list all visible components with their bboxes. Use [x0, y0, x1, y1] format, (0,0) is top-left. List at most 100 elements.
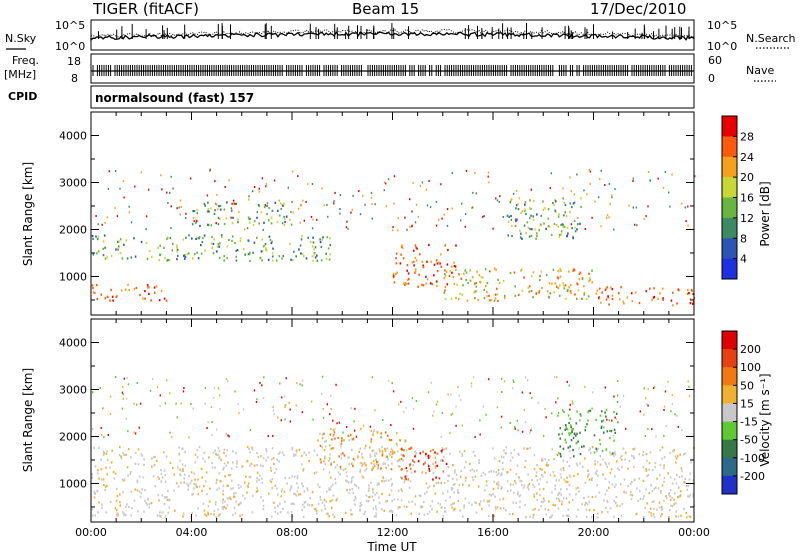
echo-cell: [141, 488, 143, 491]
echo-cell: [91, 284, 94, 287]
nsky-trace: [90, 23, 695, 42]
echo-cell: [301, 235, 303, 238]
echo-cell: [308, 460, 310, 463]
echo-cell: [212, 252, 215, 255]
echo-cell: [312, 245, 314, 248]
echo-cell: [436, 262, 439, 265]
echo-cell: [185, 236, 187, 239]
echo-cell: [244, 253, 246, 256]
echo-cell: [540, 224, 543, 227]
echo-cell: [372, 507, 375, 510]
echo-cell: [423, 513, 426, 516]
echo-cell: [527, 484, 529, 487]
echo-cell: [160, 289, 163, 293]
echo-cell: [591, 391, 594, 394]
echo-cell: [182, 468, 184, 471]
echo-cell: [543, 222, 545, 225]
echo-cell: [551, 514, 553, 517]
echo-cell: [142, 476, 145, 479]
freq-unit: [MHz]: [4, 68, 36, 81]
echo-cell: [230, 216, 232, 219]
echo-cell: [506, 471, 508, 474]
echo-cell: [279, 202, 282, 205]
echo-cell: [575, 442, 578, 445]
echo-cell: [190, 403, 192, 405]
echo-cell: [186, 482, 188, 485]
echo-cell: [299, 493, 302, 496]
echo-cell: [474, 475, 477, 478]
echo-cell: [315, 512, 318, 515]
echo-cell: [137, 448, 140, 451]
echo-cell: [403, 505, 406, 508]
echo-cell: [639, 489, 641, 492]
echo-cell: [217, 453, 219, 457]
date-title: 17/Dec/2010: [590, 0, 686, 18]
echo-cell: [295, 404, 297, 407]
echo-cell: [280, 490, 283, 493]
echo-cell: [371, 203, 373, 205]
echo-cell: [501, 461, 504, 465]
echo-cell: [504, 294, 506, 297]
colorbar-swatch: [722, 349, 737, 368]
echo-cell: [566, 380, 568, 383]
echo-cell: [558, 270, 560, 273]
echo-cell: [657, 297, 659, 301]
echo-cell: [365, 494, 368, 497]
echo-cell: [406, 264, 409, 267]
echo-cell: [444, 289, 446, 292]
echo-cell: [687, 205, 689, 208]
echo-cell: [505, 509, 507, 512]
echo-cell: [589, 409, 592, 412]
echo-cell: [434, 466, 437, 469]
echo-cell: [651, 489, 654, 492]
echo-cell: [569, 456, 572, 460]
echo-cell: [225, 464, 228, 467]
echo-cell: [520, 212, 522, 215]
echo-cell: [638, 301, 641, 305]
echo-cell: [443, 277, 446, 280]
colorbar-frame: [721, 330, 738, 495]
echo-cell: [554, 484, 556, 487]
echo-cell: [517, 202, 519, 206]
echo-cell: [275, 468, 278, 471]
echo-cell: [216, 488, 218, 491]
echo-cell: [247, 239, 250, 242]
echo-cell: [374, 493, 376, 496]
echo-cell: [402, 459, 404, 462]
echo-cell: [256, 480, 258, 483]
echo-cell: [232, 450, 234, 453]
echo-cell: [129, 456, 132, 459]
echo-cell: [225, 217, 228, 220]
echo-cell: [346, 475, 348, 478]
echo-cell: [414, 221, 417, 224]
echo-cell: [397, 459, 400, 462]
echo-cell: [488, 470, 491, 474]
echo-cell: [195, 221, 197, 224]
echo-cell: [206, 427, 208, 430]
echo-cell: [479, 500, 482, 503]
echo-cell: [276, 220, 279, 224]
echo-cell: [238, 486, 240, 489]
echo-cell: [386, 447, 389, 450]
echo-cell: [280, 419, 282, 422]
echo-cell: [451, 271, 453, 274]
echo-cell: [452, 502, 454, 505]
echo-cell: [357, 486, 360, 489]
echo-cell: [274, 484, 277, 487]
echo-cell: [687, 485, 690, 488]
echo-cell: [588, 168, 590, 171]
echo-cell: [370, 196, 373, 199]
echo-cell: [134, 488, 137, 491]
echo-cell: [323, 498, 326, 501]
echo-cell: [503, 507, 505, 510]
echo-cell: [440, 481, 443, 485]
echo-cell: [444, 506, 446, 509]
echo-cell: [437, 502, 439, 505]
echo-cell: [577, 289, 580, 292]
echo-cell: [509, 468, 512, 471]
echo-cell: [573, 193, 576, 196]
echo-cell: [139, 495, 142, 498]
echo-cell: [111, 449, 113, 452]
echo-cell: [514, 425, 516, 428]
echo-cell: [463, 504, 465, 507]
